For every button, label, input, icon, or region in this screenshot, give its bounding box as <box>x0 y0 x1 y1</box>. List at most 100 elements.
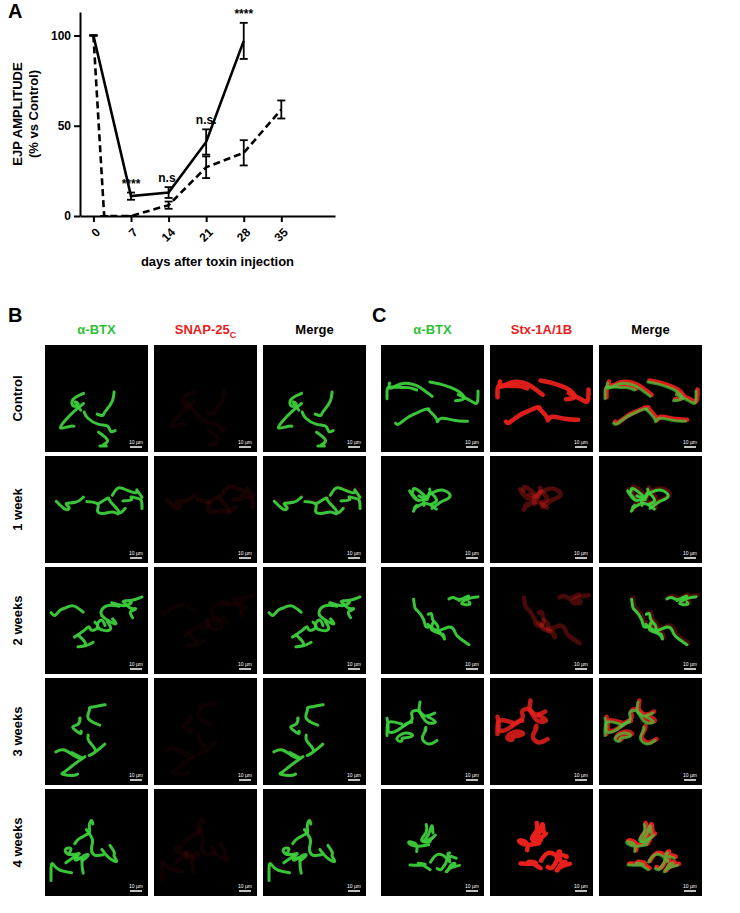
scale-bar-label: 10 µm <box>683 661 697 667</box>
panel-label: A <box>8 0 22 22</box>
error-bar-cap <box>202 156 210 158</box>
green-signal <box>60 404 83 429</box>
micrograph: 10 µm <box>381 789 484 896</box>
column-header-text: Merge <box>631 322 669 337</box>
red-signal <box>167 496 194 508</box>
row-label: 4 weeks <box>10 818 25 868</box>
scale-bar-label: 10 µm <box>347 772 361 778</box>
figure: A0501000714212835days after toxin inject… <box>0 0 740 913</box>
x-tick-mark <box>281 216 283 222</box>
micrograph: 10 µm <box>154 456 257 563</box>
green-signal <box>317 432 326 446</box>
micrograph-content <box>410 489 451 512</box>
green-signal <box>431 854 447 869</box>
micrograph-background <box>263 567 366 674</box>
micrograph-background <box>45 456 148 563</box>
green-signal <box>112 597 142 606</box>
micrograph: 10 µm <box>381 345 484 452</box>
x-tick-label: 14 <box>159 225 179 245</box>
micrograph-content <box>162 595 253 645</box>
row-label: 1 week <box>10 487 25 530</box>
green-signal <box>615 733 631 741</box>
scale-bar <box>130 779 142 781</box>
red-signal <box>557 862 570 871</box>
x-tick-label: 35 <box>272 225 292 245</box>
micrograph: 10 µm <box>599 567 702 674</box>
x-tick-label: 21 <box>196 225 216 245</box>
red-signal <box>524 502 547 510</box>
x-axis-title: days after toxin injection <box>141 254 294 269</box>
green-signal <box>605 722 620 736</box>
micrograph-content <box>274 486 361 514</box>
x-tick-mark <box>93 216 95 222</box>
green-signal <box>637 702 653 723</box>
error-bar-cap <box>89 35 97 37</box>
micrograph-content <box>519 823 570 870</box>
scale-bar-label: 10 µm <box>129 772 143 778</box>
error-bar-cap <box>165 201 173 203</box>
green-signal <box>269 864 290 881</box>
scale-bar-label: 10 µm <box>574 439 588 445</box>
column-header-text: α-BTX <box>77 322 116 337</box>
green-signal <box>414 599 432 627</box>
red-signal <box>209 431 218 445</box>
y-tick-label: 0 <box>64 209 71 223</box>
column-header: Stx-1A/1B <box>511 322 572 337</box>
error-bar-stem <box>168 202 170 209</box>
micrograph-background <box>154 678 257 785</box>
x-tick-label: 7 <box>126 225 141 240</box>
micrograph-content <box>627 823 679 872</box>
green-signal <box>123 497 142 509</box>
green-signal <box>341 497 360 509</box>
green-signal <box>306 705 323 725</box>
red-signal <box>532 823 546 841</box>
scale-bar-label: 10 µm <box>238 883 252 889</box>
micrograph-content <box>51 821 117 881</box>
green-signal <box>112 488 142 498</box>
row-label: 3 weeks <box>10 707 25 757</box>
error-bar-stem <box>130 193 132 200</box>
micrograph-background <box>45 567 148 674</box>
green-signal <box>291 718 300 733</box>
micrograph-content <box>269 819 336 880</box>
green-signal <box>51 864 72 881</box>
error-bar-stem <box>243 23 245 59</box>
red-signal <box>506 407 539 423</box>
error-bar <box>165 187 173 198</box>
y-tick-label: 100 <box>51 29 71 43</box>
green-signal <box>666 853 674 862</box>
green-signal <box>419 702 435 723</box>
series-line <box>93 35 243 196</box>
scale-bar <box>348 779 360 781</box>
column-header: α-BTX <box>77 322 116 337</box>
red-signal <box>507 732 523 740</box>
error-bar <box>240 140 248 165</box>
error-bar <box>277 100 285 118</box>
scale-bar <box>575 557 587 559</box>
x-tick: 0 <box>88 216 103 240</box>
green-signal <box>446 863 459 872</box>
micrograph: 10 µm <box>263 678 366 785</box>
red-signal <box>500 381 543 394</box>
micrograph-content <box>520 487 561 510</box>
series-line <box>93 35 281 216</box>
green-signal <box>396 409 429 425</box>
micrograph: 10 µm <box>263 456 366 563</box>
plot-area <box>89 23 285 216</box>
green-signal <box>646 409 686 422</box>
column-header-text: α-BTX <box>413 322 452 337</box>
micrograph: 10 µm <box>154 567 257 674</box>
micrograph-content <box>632 595 698 645</box>
scale-bar-label: 10 µm <box>574 550 588 556</box>
y-axis-line <box>80 13 82 217</box>
error-bar-cap <box>240 139 248 141</box>
red-signal <box>166 748 192 757</box>
scale-bar <box>684 557 696 559</box>
scale-bar-label: 10 µm <box>465 661 479 667</box>
micrograph-content <box>628 487 670 511</box>
error-bar-stem <box>168 187 170 198</box>
error-bar <box>202 129 210 154</box>
micrograph: 10 µm <box>599 678 702 785</box>
green-signal <box>428 624 469 644</box>
green-signal <box>73 718 82 733</box>
